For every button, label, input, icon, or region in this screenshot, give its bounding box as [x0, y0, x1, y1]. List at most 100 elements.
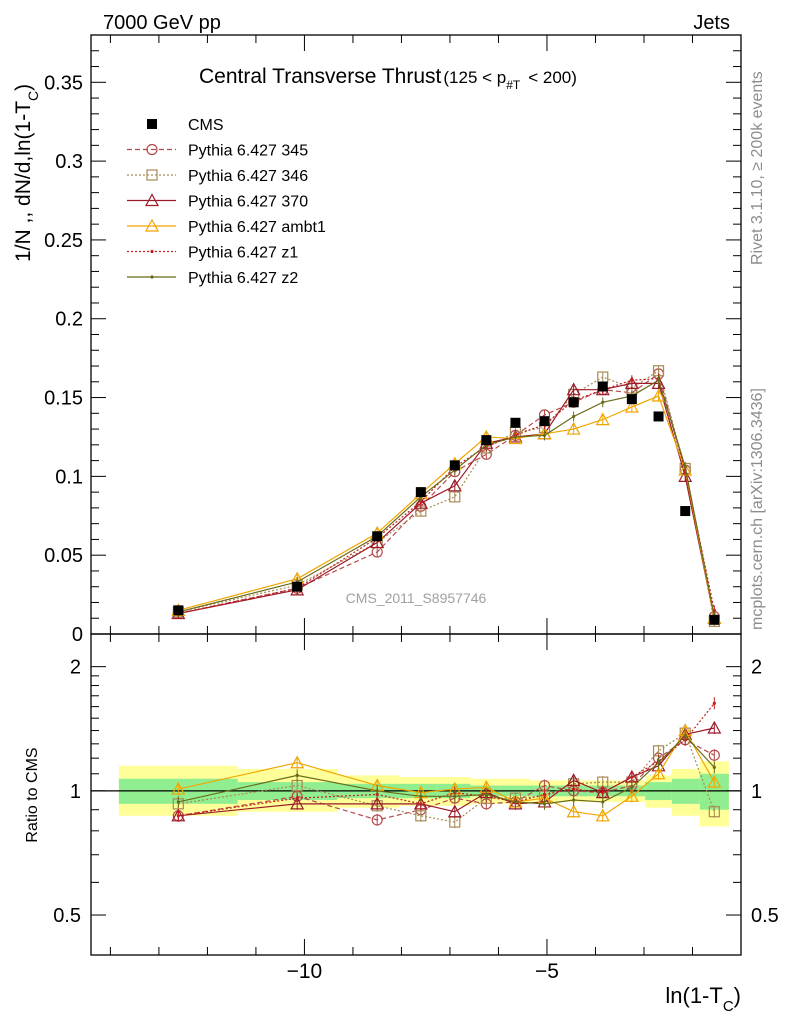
data-point [680, 506, 691, 517]
legend-label-z2: Pythia 6.427 z2 [188, 270, 298, 287]
y-tick-label: 0.35 [44, 72, 83, 94]
data-point [542, 433, 547, 437]
data-point [626, 394, 637, 405]
ratio-point [708, 806, 720, 818]
data-point [370, 535, 385, 549]
data-point [513, 435, 518, 439]
ratio-point [542, 802, 547, 806]
data-point [447, 478, 462, 492]
series-ambt1 [171, 388, 722, 624]
ratio-point [419, 802, 423, 806]
data-point [572, 414, 576, 419]
ratio-point [630, 775, 634, 779]
chart-title: Central Transverse Thrust (125 < p#T < 200… [199, 65, 577, 92]
ratio-point [542, 792, 547, 797]
ratio-point [508, 796, 523, 810]
ratio-point [707, 720, 722, 734]
data-point [413, 495, 428, 509]
ratio-point [295, 796, 299, 800]
ratio-point [447, 804, 462, 818]
ratio-y-tick-label-right: 1 [751, 781, 762, 803]
ratio-y-tick-label: 0.5 [53, 905, 81, 927]
ratio-line-z1 [178, 702, 715, 817]
rivet-label: Rivet 3.1.10, ≥ 200k events [749, 71, 766, 265]
analysis-watermark: CMS_2011_S8957746 [346, 590, 487, 606]
legend-marker-z2 [150, 275, 154, 279]
data-point [656, 378, 661, 382]
ratio-plot-frame [90, 633, 742, 956]
legend-marker-p345 [146, 143, 158, 156]
series-p345 [172, 368, 720, 623]
ratio-point [566, 804, 581, 818]
data-point [597, 381, 608, 392]
ratio-point [290, 796, 305, 810]
ratio-line-z2 [178, 734, 715, 805]
ratio-y-tick-label-right: 2 [751, 657, 762, 679]
series-line-p346 [178, 369, 715, 622]
data-point [568, 397, 579, 408]
y-axis-label: 1/N ,, dN/d,ln(1-TC) [12, 84, 41, 262]
ratio-point [371, 814, 383, 826]
data-point [601, 400, 605, 404]
y-tick-label: 0.25 [44, 230, 83, 252]
data-point [651, 388, 666, 402]
data-point [510, 417, 521, 428]
x-tick-label: −5 [535, 960, 559, 983]
data-point [624, 399, 639, 413]
ratio-point [419, 794, 423, 798]
data-point [173, 605, 184, 616]
ratio-point [595, 808, 610, 822]
ratio-point [484, 792, 488, 797]
ratio-point [683, 734, 687, 738]
series-line-z1 [178, 378, 715, 615]
legend-label-p346: Pythia 6.427 346 [188, 168, 308, 185]
legend-marker-ambt1 [144, 218, 160, 232]
ratio-point [453, 794, 457, 798]
ratio-y-tick-label: 1 [70, 781, 81, 803]
y-tick-label: 0.1 [55, 466, 83, 488]
legend-marker-p370 [144, 193, 160, 207]
data-point [539, 416, 550, 427]
data-point [683, 465, 687, 469]
ratio-point [295, 773, 299, 778]
x-axis-label: ln(1-TC) [665, 983, 741, 1015]
ratio-y-tick-label-right: 0.5 [751, 905, 779, 927]
data-point [678, 469, 693, 482]
ratio-point [712, 701, 716, 705]
ratio-point [651, 766, 666, 780]
mcplots-label: mcplots.cern.ch [arXiv:1306.3436] [749, 388, 766, 630]
ratio-point [624, 789, 639, 802]
series-cms [173, 381, 720, 625]
data-point [292, 581, 303, 592]
ratio-point [656, 761, 661, 765]
legend-label-p345: Pythia 6.427 345 [188, 143, 308, 160]
series-line-ambt1 [178, 395, 715, 619]
data-point [415, 487, 426, 498]
ratio-plot-panel: 0.5 0.5 1 1 2 2 −10 −5 Ratio to CMS ln(1-TC) [24, 633, 779, 1015]
ratio-point [572, 787, 576, 791]
ratio-point [630, 785, 634, 789]
data-point [566, 382, 581, 396]
ratio-point [601, 791, 605, 795]
legend-marker-cms [147, 119, 157, 129]
ratio-point [370, 796, 385, 810]
ratio-point [415, 810, 427, 822]
ratio-y-tick-label: 2 [70, 657, 81, 679]
series-line-z2 [178, 379, 715, 617]
ratio-point [712, 765, 716, 769]
y-tick-label: 0.3 [55, 151, 83, 173]
data-point [651, 376, 666, 389]
ratio-series-z2 [176, 729, 716, 810]
header-right: Jets [693, 12, 730, 34]
main-plot-panel: 0 0.05 0.1 0.15 0.2 0.25 0.3 0.35 Central Trans… [12, 34, 742, 646]
ratio-line-p345 [178, 739, 715, 821]
ratio-point [513, 800, 518, 804]
data-point [372, 531, 383, 542]
ratio-point [290, 755, 305, 769]
data-point [566, 421, 581, 435]
data-point [449, 460, 460, 471]
data-point [709, 614, 720, 625]
ratio-point [176, 800, 180, 804]
x-tick-label: −10 [287, 960, 323, 983]
